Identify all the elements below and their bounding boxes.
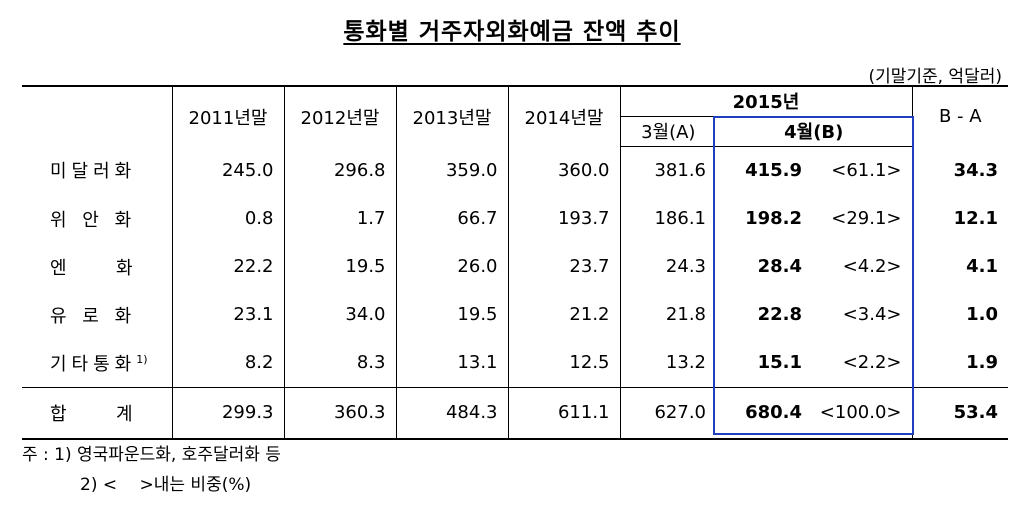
table-row: 위 안 화 0.8 1.7 66.7 193.7 186.1 198.2 <29.1> 12.1 xyxy=(22,194,1008,243)
cell-value: 26.0 xyxy=(396,242,509,291)
total-april: 680.4 xyxy=(716,386,812,440)
header-period-2012: 2012년말 xyxy=(284,85,397,146)
cell-march: 381.6 xyxy=(654,160,706,181)
row-label: 미달러화 xyxy=(22,146,173,195)
footnote-1: 주 : 1) 영국파운드화, 호주달러화 등 xyxy=(22,445,281,465)
header-diff: B - A xyxy=(912,85,1008,146)
cell-share: <2.2> xyxy=(812,338,913,387)
cell-value: 23.7 xyxy=(508,242,621,291)
table-row: 기타통화1) 8.2 8.3 13.1 12.5 13.2 15.1 <2.2> 1.9 xyxy=(22,338,1008,387)
row-label-text: 미달러화 xyxy=(50,161,137,183)
table-row: 미달러화 245.0 296.8 359.0 360.0 381.6 415.9 <61.1>… xyxy=(22,146,1008,195)
cell-diff: 12.1 xyxy=(953,208,998,229)
cell-share: <3.4> xyxy=(812,290,913,339)
table-row: 엔 화 22.2 19.5 26.0 23.7 24.3 28.4 <4.2> 4.1 xyxy=(22,242,1008,291)
table-row: 유 로 화 23.1 34.0 19.5 21.2 21.8 22.8 <3.4> 1.0 xyxy=(22,290,1008,339)
total-2014: 611.1 xyxy=(508,386,621,440)
total-label: 합 계 xyxy=(22,386,173,440)
row-label-text: 위 안 화 xyxy=(50,209,137,231)
header-april: 4월(B) xyxy=(716,115,913,147)
cell-march: 186.1 xyxy=(654,208,706,229)
cell-april: 22.8 xyxy=(757,304,802,325)
row-label: 유 로 화 xyxy=(22,290,173,339)
cell-value: 19.5 xyxy=(396,290,509,339)
footnote-2: 2) < >내는 비중(%) xyxy=(80,475,252,495)
footnotes: 주 : 1) 영국파운드화, 호주달러화 등 2) < >내는 비중(%) xyxy=(22,440,281,500)
row-label: 기타통화1) xyxy=(22,338,173,387)
cell-march: 21.8 xyxy=(665,304,706,325)
cell-april: 28.4 xyxy=(757,256,802,277)
cell-value: 193.7 xyxy=(508,194,621,243)
total-2011: 299.3 xyxy=(172,386,285,440)
cell-april: 415.9 xyxy=(745,160,802,181)
cell-value: 0.8 xyxy=(172,194,285,243)
header-blank xyxy=(22,85,173,146)
row-label-text: 엔 화 xyxy=(50,257,138,279)
cell-value: 1.7 xyxy=(284,194,397,243)
cell-value: 12.5 xyxy=(508,338,621,387)
cell-value: 66.7 xyxy=(396,194,509,243)
total-share: <100.0> xyxy=(812,386,913,440)
cell-value: 19.5 xyxy=(284,242,397,291)
unit-label: (기말기준, 억달러) xyxy=(868,67,1002,87)
deposit-table: 2011년말 2012년말 2013년말 2014년말 2015년 B - A … xyxy=(22,85,1008,440)
cell-value: 34.0 xyxy=(284,290,397,339)
row-label-text: 유 로 화 xyxy=(50,305,137,327)
cell-value: 22.2 xyxy=(172,242,285,291)
cell-value: 360.0 xyxy=(508,146,621,195)
header-period-2013: 2013년말 xyxy=(396,85,509,146)
cell-value: 296.8 xyxy=(284,146,397,195)
cell-diff: 4.1 xyxy=(966,256,998,277)
row-label: 위 안 화 xyxy=(22,194,173,243)
cell-april: 198.2 xyxy=(745,208,802,229)
cell-share: <4.2> xyxy=(812,242,913,291)
cell-value: 23.1 xyxy=(172,290,285,339)
row-label: 엔 화 xyxy=(22,242,173,291)
cell-value: 13.1 xyxy=(396,338,509,387)
cell-value: 8.2 xyxy=(172,338,285,387)
header-year-2015: 2015년 xyxy=(620,85,913,116)
cell-march: 13.2 xyxy=(665,352,706,373)
cell-diff: 1.0 xyxy=(966,304,998,325)
total-diff: 53.4 xyxy=(912,386,1008,440)
total-2013: 484.3 xyxy=(396,386,509,440)
page-title: 통화별 거주자외화예금 잔액 추이 xyxy=(343,19,681,45)
cell-value: 359.0 xyxy=(396,146,509,195)
cell-value: 8.3 xyxy=(284,338,397,387)
header-march: 3월(A) xyxy=(620,115,716,147)
cell-diff: 1.9 xyxy=(966,352,998,373)
cell-april: 15.1 xyxy=(757,352,802,373)
footnote-ref: 1) xyxy=(136,352,148,366)
cell-value: 245.0 xyxy=(172,146,285,195)
header-period-2011: 2011년말 xyxy=(172,85,285,146)
cell-march: 24.3 xyxy=(665,256,706,277)
cell-share: <61.1> xyxy=(812,146,913,195)
header-period-2014: 2014년말 xyxy=(508,85,621,146)
total-2012: 360.3 xyxy=(284,386,397,440)
cell-share: <29.1> xyxy=(812,194,913,243)
total-march: 627.0 xyxy=(620,386,716,440)
cell-value: 21.2 xyxy=(508,290,621,339)
cell-diff: 34.3 xyxy=(953,159,998,181)
row-label-text: 기타통화 xyxy=(50,353,137,375)
